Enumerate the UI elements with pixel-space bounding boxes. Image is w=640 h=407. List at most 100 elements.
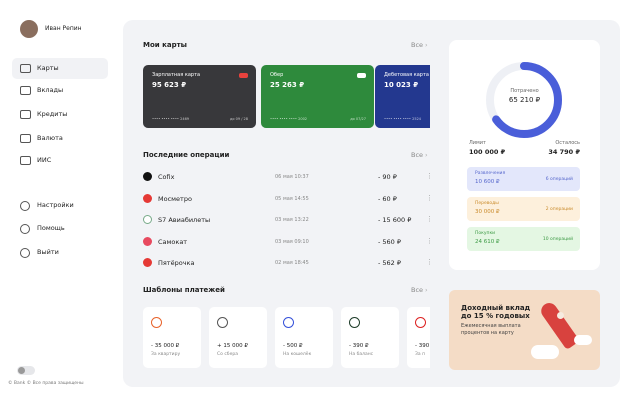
card-number: •••• •••• •••• 2002 (270, 117, 308, 121)
category-name: Развлечения (475, 171, 506, 176)
card-name: Дебетовая карта (384, 72, 429, 78)
donut-label: Потрачено (510, 88, 539, 94)
more-button[interactable]: ⋮ (426, 193, 433, 202)
promo-title: Доходный вклад до 15 % годовых (461, 304, 531, 320)
operation-amount: - 60 ₽ (378, 194, 397, 203)
nav-icon[interactable] (20, 64, 31, 73)
merchant-icon (143, 236, 152, 246)
user-name: Иван Репин (45, 25, 82, 32)
template-label: За квартиру (151, 352, 181, 357)
category-card[interactable]: Переводы 30 000 ₽ 2 операции (467, 197, 580, 221)
spending-panel: Потрачено 65 210 ₽ Лимит 100 000 ₽ Осталось 3… (449, 40, 600, 270)
operation-date: 06 мая 10:37 (275, 174, 309, 180)
nav-icon[interactable] (20, 134, 31, 143)
nav-active-bg (12, 58, 108, 79)
template-icon (415, 317, 426, 328)
category-amount: 10 600 ₽ (475, 179, 500, 185)
template-icon (217, 317, 228, 328)
nav-item[interactable]: ИИС (37, 156, 52, 164)
nav-item[interactable]: Помощь (37, 224, 65, 232)
category-card[interactable]: Покупки 24 610 ₽ 10 операций (467, 227, 580, 251)
template-card[interactable]: - 390 ₽ На баланс (341, 307, 399, 368)
template-amount: - 390 ₽ (415, 343, 430, 349)
nav-icon[interactable] (20, 110, 31, 119)
operation-amount: - 90 ₽ (378, 173, 397, 181)
operation-date: 03 мая 09:10 (275, 238, 309, 245)
chevron: › (425, 41, 428, 49)
toggle-knob (18, 367, 25, 374)
section-title: Шаблоны платежей (143, 286, 225, 294)
bank-card[interactable]: Зарплатная карта 95 623 ₽ •••• •••• •••• 2… (143, 65, 256, 128)
donut-value: 65 210 ₽ (508, 96, 541, 104)
nav-icon[interactable] (20, 86, 31, 95)
template-card[interactable]: + 15 000 ₽ Со сбера (209, 307, 267, 368)
operation-date: 02 мая 18:45 (275, 260, 309, 266)
operation-name: S7 Авиабилеты (158, 216, 211, 224)
merchant-icon (143, 193, 152, 203)
merchant-icon (143, 258, 152, 267)
operation-amount: - 560 ₽ (378, 237, 402, 246)
cloud (531, 345, 559, 359)
operation-name: Пятёрочка (158, 259, 195, 267)
nav-item[interactable]: Настройки (37, 201, 74, 209)
template-icon (151, 317, 162, 328)
nav-item[interactable]: Кредиты (37, 110, 68, 118)
theme-toggle[interactable] (17, 366, 35, 375)
operation-name: Мосметро (158, 194, 192, 203)
template-card[interactable]: - 390 ₽ За п (407, 307, 430, 368)
card-logo (357, 73, 366, 78)
operation-date: 03 мая 13:22 (275, 217, 309, 223)
category-name: Покупки (475, 231, 496, 236)
cards-row: Зарплатная карта 95 623 ₽ •••• •••• •••• 2… (143, 65, 430, 129)
nav-item[interactable]: Карты (37, 64, 59, 72)
promo-banner[interactable]: Доходный вклад до 15 % годовых Ежемесячна… (449, 290, 600, 370)
nav-item[interactable]: Вклады (37, 86, 64, 94)
category-count: 6 операций (545, 177, 573, 182)
category-count: 10 операций (542, 237, 573, 242)
nav-item[interactable]: Валюта (37, 134, 63, 142)
operation-date: 05 мая 14:55 (275, 195, 309, 202)
more-button[interactable]: ⋮ (426, 236, 433, 245)
limit-label: Лимит (469, 140, 486, 146)
nav-icon[interactable] (20, 224, 30, 234)
nav-icon[interactable] (20, 248, 30, 258)
more-button[interactable]: ⋮ (426, 258, 433, 266)
see-all[interactable]: Все (411, 151, 424, 159)
see-all[interactable]: Все (411, 286, 424, 294)
chevron: › (425, 151, 428, 159)
card-name: Зарплатная карта (152, 72, 201, 78)
operation-amount: - 562 ₽ (378, 259, 402, 267)
category-name: Переводы (475, 201, 499, 206)
operation-name: Самокат (158, 237, 188, 246)
card-expiry: до 07/27 (350, 117, 366, 121)
template-amount: + 15 000 ₽ (217, 343, 248, 349)
template-amount: - 390 ₽ (349, 343, 369, 349)
card-balance: 10 023 ₽ (384, 81, 419, 89)
category-count: 2 операции (545, 207, 573, 212)
card-number: •••• •••• •••• 2524 (384, 117, 422, 121)
merchant-icon (143, 215, 152, 224)
see-all[interactable]: Все (411, 41, 424, 49)
card-logo (239, 73, 248, 78)
template-label: За п (415, 352, 426, 357)
card-name: Обер (270, 72, 284, 78)
more-button[interactable]: ⋮ (426, 215, 433, 223)
cloud (574, 335, 592, 345)
rocket-window (557, 312, 564, 319)
category-card[interactable]: Развлечения 10 600 ₽ 6 операций (467, 167, 580, 191)
template-card[interactable]: - 500 ₽ На кошелёк (275, 307, 333, 368)
template-card[interactable]: - 35 000 ₽ За квартиру (143, 307, 201, 368)
nav-item[interactable]: Выйти (37, 248, 59, 256)
nav-icon[interactable] (20, 156, 31, 165)
card-balance: 25 263 ₽ (270, 81, 305, 89)
limit-value: 100 000 ₽ (469, 148, 506, 156)
left-value: 34 790 ₽ (548, 148, 580, 156)
template-icon (283, 317, 294, 328)
bank-card[interactable]: Обер 25 263 ₽ •••• •••• •••• 2002 до 07/27 (261, 65, 374, 128)
footer: © Bank © Все права защищены (8, 381, 84, 386)
template-amount: - 35 000 ₽ (151, 343, 180, 349)
more-button[interactable]: ⋮ (426, 172, 433, 180)
nav-icon[interactable] (20, 201, 30, 211)
bank-card[interactable]: Дебетовая карта 10 023 ₽ •••• •••• •••• 25… (375, 65, 430, 128)
